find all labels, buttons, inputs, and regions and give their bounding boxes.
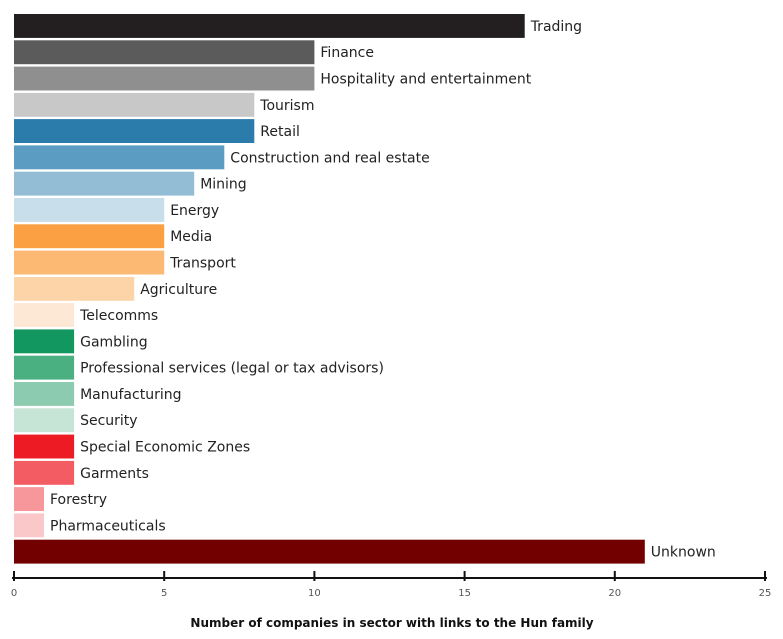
category-label: Hospitality and entertainment (320, 72, 531, 88)
category-label: Telecomms (79, 308, 158, 324)
category-label: Trading (530, 19, 582, 35)
category-label: Retail (260, 124, 300, 140)
bar-construction-and-real-estate (14, 145, 225, 170)
category-label: Professional services (legal or tax advi… (80, 361, 384, 377)
bar-forestry (14, 487, 44, 511)
x-tick-label: 25 (759, 588, 772, 599)
bar-manufacturing (14, 382, 75, 406)
category-labels-group: Trading Finance Hospitality and entertainm… (50, 19, 716, 561)
category-label: Manufacturing (80, 387, 181, 403)
bar-security (14, 408, 75, 433)
bar-garments (14, 460, 75, 485)
category-label: Transport (169, 256, 236, 272)
bar-gambling (14, 329, 75, 354)
category-label: Construction and real estate (230, 150, 429, 166)
category-label: Finance (320, 45, 374, 61)
category-label: Pharmaceuticals (50, 518, 166, 534)
bar-hospitality-and-entertainment (14, 66, 315, 91)
bar-tourism (14, 92, 255, 117)
x-tick-label: 5 (161, 588, 167, 599)
category-label: Tourism (259, 98, 314, 114)
bar-unknown (14, 539, 645, 564)
category-label: Garments (80, 466, 149, 482)
bars-group (14, 14, 645, 564)
bar-professional-services-legal-or-tax-advisors (14, 355, 75, 380)
category-label: Special Economic Zones (80, 440, 250, 456)
x-axis-title: Number of companies in sector with links… (190, 616, 593, 630)
bar-trading (14, 14, 525, 38)
category-label: Energy (170, 203, 219, 219)
bar-telecomms (14, 303, 75, 327)
category-label: Forestry (50, 492, 107, 508)
category-label: Media (170, 229, 212, 245)
category-label: Gambling (80, 334, 148, 350)
category-label: Unknown (651, 545, 716, 561)
x-tick-label: 20 (608, 588, 621, 599)
category-label: Agriculture (140, 282, 217, 298)
bar-transport (14, 250, 165, 275)
bar-retail (14, 119, 255, 143)
bar-mining (14, 171, 195, 196)
bar-energy (14, 198, 165, 222)
x-tick-label: 0 (11, 588, 17, 599)
bar-pharmaceuticals (14, 513, 44, 538)
bar-agriculture (14, 276, 135, 301)
x-axis: 0 5 10 15 20 25 (11, 571, 772, 599)
x-tick-label: 10 (308, 588, 321, 599)
bar-media (14, 224, 165, 249)
category-label: Security (80, 413, 138, 429)
bar-special-economic-zones (14, 434, 75, 459)
x-tick-label: 15 (458, 588, 471, 599)
category-label: Mining (200, 177, 247, 193)
bar-finance (14, 40, 315, 65)
